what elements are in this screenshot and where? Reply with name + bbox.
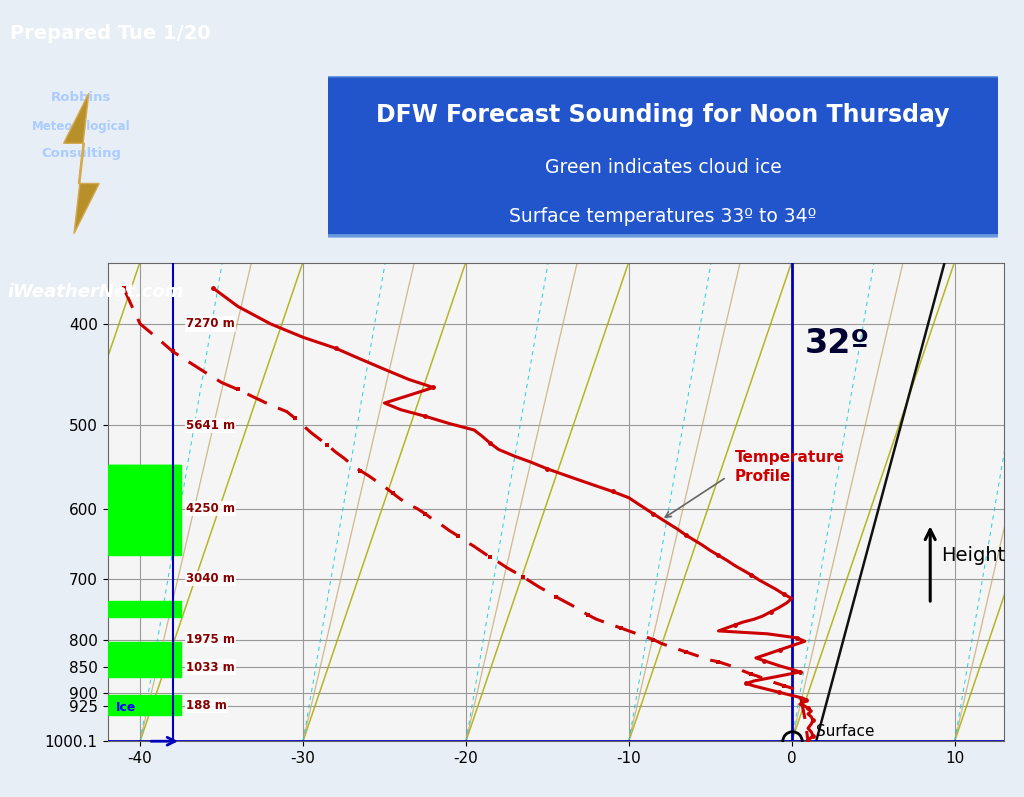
Text: Robbins: Robbins — [51, 92, 112, 104]
Text: Ice: Ice — [116, 701, 136, 713]
FancyBboxPatch shape — [311, 76, 1015, 236]
Text: 1975 m: 1975 m — [185, 633, 234, 646]
Text: Meteorological: Meteorological — [32, 120, 131, 133]
Text: 32º: 32º — [805, 328, 870, 360]
Text: 4250 m: 4250 m — [185, 502, 234, 515]
Text: DFW Forecast Sounding for Noon Thursday: DFW Forecast Sounding for Noon Thursday — [376, 103, 950, 127]
Text: 1033 m: 1033 m — [185, 661, 234, 673]
Text: Surface: Surface — [816, 724, 874, 739]
Text: Temperature
Profile: Temperature Profile — [734, 450, 845, 484]
Text: iWeatherNet.com: iWeatherNet.com — [7, 283, 183, 301]
Text: Surface temperatures 33º to 34º: Surface temperatures 33º to 34º — [509, 206, 817, 226]
Text: 3040 m: 3040 m — [185, 572, 234, 585]
Text: Consulting: Consulting — [41, 147, 122, 159]
Polygon shape — [63, 93, 99, 234]
Polygon shape — [108, 465, 181, 556]
Text: Green indicates cloud ice: Green indicates cloud ice — [545, 158, 781, 177]
Text: Height: Height — [942, 546, 1006, 565]
Text: 7270 m: 7270 m — [185, 317, 234, 330]
Text: 5641 m: 5641 m — [185, 419, 234, 432]
Text: Prepared Tue 1/20: Prepared Tue 1/20 — [10, 25, 211, 43]
Text: 188 m: 188 m — [185, 699, 226, 713]
